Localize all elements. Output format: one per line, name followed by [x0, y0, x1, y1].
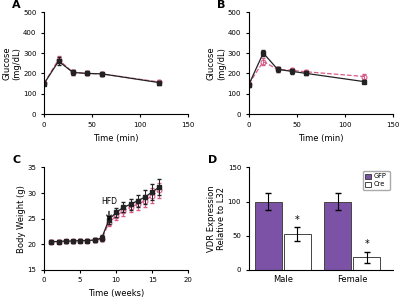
Bar [353, 258, 380, 270]
X-axis label: Time (min): Time (min) [93, 134, 139, 142]
Legend: GFP, Cre: GFP, Cre [363, 171, 390, 190]
Y-axis label: VDR Expression
Relative to L32: VDR Expression Relative to L32 [207, 185, 226, 252]
Y-axis label: Body Weight (g): Body Weight (g) [17, 185, 26, 252]
Bar [324, 201, 351, 270]
X-axis label: Time (weeks): Time (weeks) [88, 289, 144, 298]
Text: B: B [217, 0, 225, 10]
Y-axis label: Glucose
(mg/dL): Glucose (mg/dL) [207, 46, 226, 80]
Text: HFD: HFD [101, 197, 117, 219]
X-axis label: Time (min): Time (min) [298, 134, 344, 142]
Text: C: C [12, 155, 20, 165]
Text: *: * [295, 215, 300, 225]
Y-axis label: Glucose
(mg/dL): Glucose (mg/dL) [2, 46, 22, 80]
Text: D: D [209, 155, 218, 165]
Legend: Cre Females, Vector Females: Cre Females, Vector Females [265, 10, 340, 31]
Text: *: * [365, 239, 369, 249]
Bar [255, 201, 282, 270]
Bar [284, 234, 311, 270]
Text: A: A [12, 0, 21, 10]
